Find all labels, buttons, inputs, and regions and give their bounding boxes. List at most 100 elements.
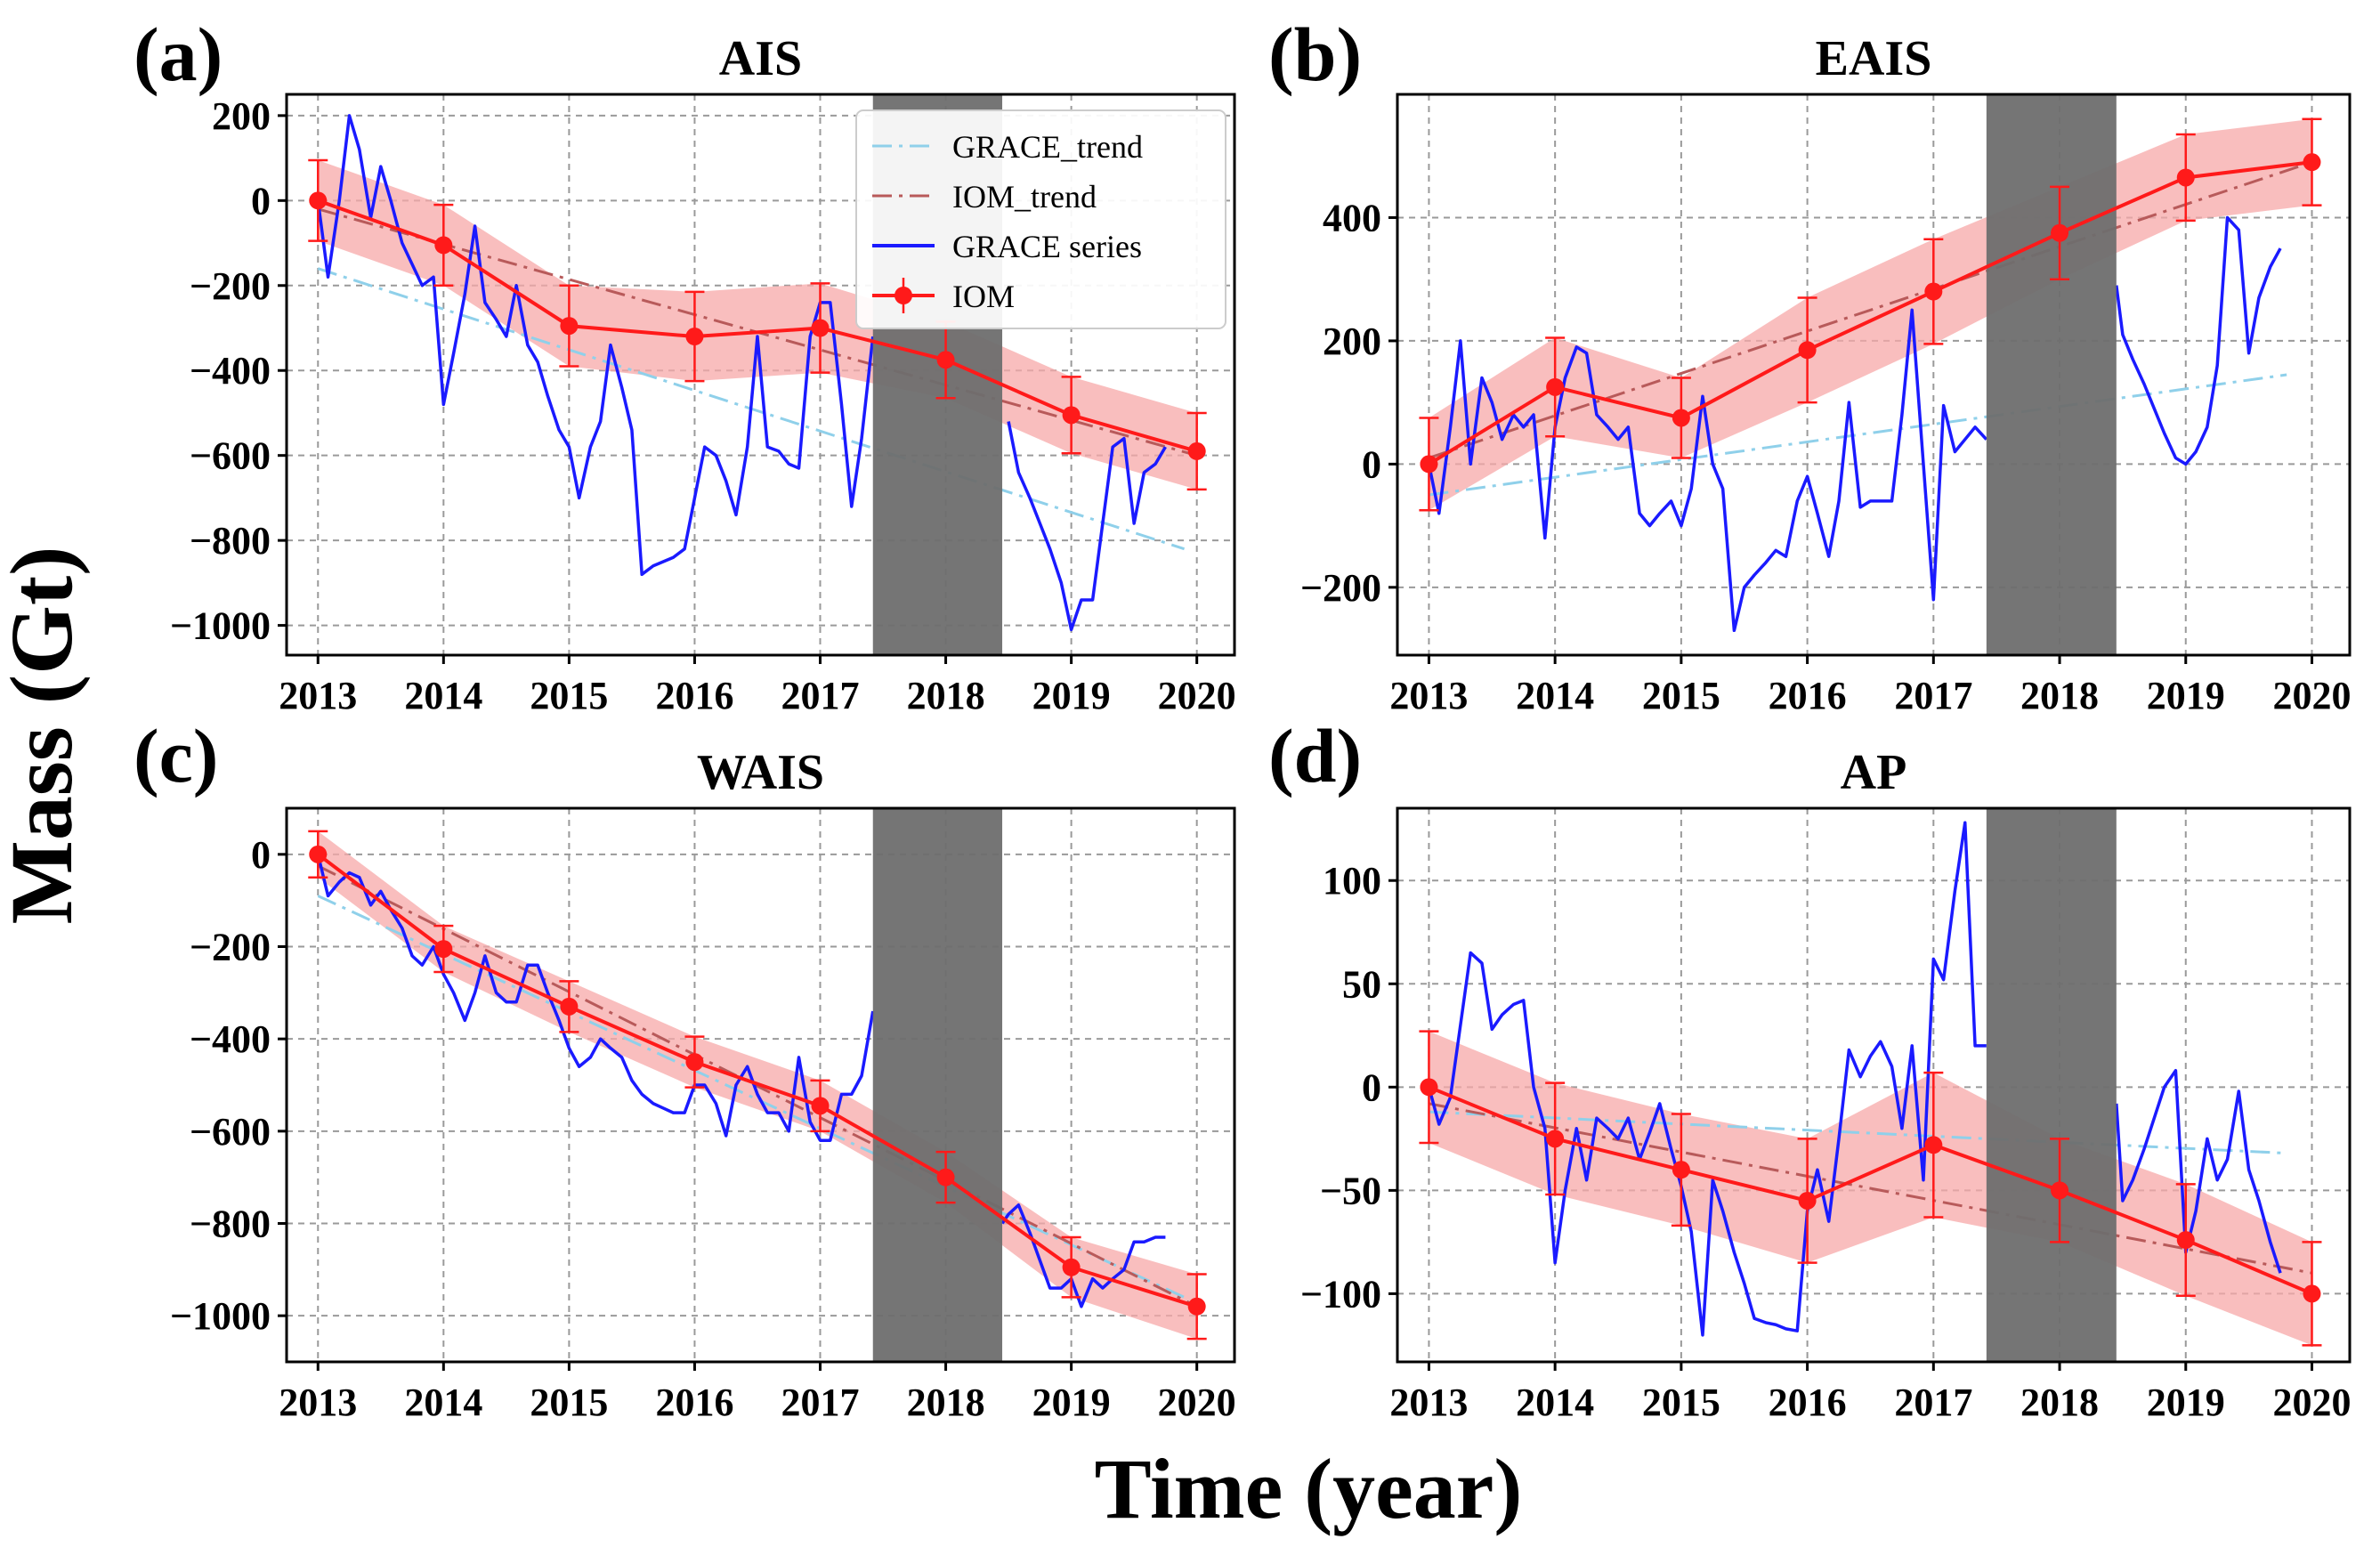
panel-ap-data-gap-shading	[1986, 808, 2117, 1362]
panel-ap-grace-series-line-2	[2115, 1069, 2282, 1274]
panel-ais-xtick-label-2018: 2018	[907, 674, 985, 717]
panel-wais-axes-frame	[285, 806, 1236, 1364]
panel-ap-ytick-label-100: 100	[1323, 859, 1381, 903]
panel-ais-ytick-label-0: 0	[251, 179, 271, 223]
panel-ap-ytick-label-0: 0	[1362, 1065, 1381, 1109]
panel-ap-xtick-label-2015: 2015	[1642, 1381, 1720, 1424]
panel-wais-ytick-label--1000: −1000	[170, 1294, 271, 1338]
panel-wais-data-gap-shading	[872, 808, 1003, 1362]
panel-eais-xtick-label-2013: 2013	[1389, 674, 1468, 717]
panel-eais-plot-area	[1419, 94, 2322, 655]
legend: GRACE_trend IOM_trend GRACE series IOM	[855, 109, 1226, 329]
panel-ap-xtick-label-2018: 2018	[2020, 1381, 2099, 1424]
panel-wais-xtick-label-2019: 2019	[1032, 1381, 1111, 1424]
panel-wais-ytick-label-0: 0	[251, 833, 271, 877]
panel-wais-xtick-label-2018: 2018	[907, 1381, 985, 1424]
panel-eais-xtick-label-2016: 2016	[1769, 674, 1847, 717]
panel-ais-grace-series-line-2	[1007, 421, 1167, 632]
panel-ais-xtick-label-2017: 2017	[781, 674, 860, 717]
panel-ais-ytick-label--1000: −1000	[170, 604, 271, 648]
panel-ais-xtick-label-2014: 2014	[404, 674, 482, 717]
panel-wais-iom-point-2018	[936, 1168, 955, 1187]
panel-eais-grace-series-line-2	[2115, 215, 2282, 466]
panel-wais-iom-point-2015	[560, 997, 579, 1016]
panel-ap-xtick-label-2020: 2020	[2272, 1381, 2351, 1424]
panel-ais-ytick-label--800: −800	[190, 519, 271, 563]
panel-ais-iom-point-2015	[560, 317, 579, 336]
panel-eais-iom-point-2014	[1546, 377, 1565, 396]
legend-label-iom: IOM	[952, 279, 1015, 314]
panel-ap-iom-line	[1428, 1085, 2313, 1296]
panel-ais-ytick-label-200: 200	[212, 94, 271, 138]
panel-ap-xtick-label-2019: 2019	[2147, 1381, 2225, 1424]
panel-ap-ytick-label-50: 50	[1342, 962, 1381, 1006]
panel-wais-ytick-label--800: −800	[190, 1203, 271, 1246]
panel-wais-title: WAIS	[697, 745, 824, 800]
panel-wais-xtick-label-2017: 2017	[781, 1381, 860, 1424]
panel-eais-iom-point-2019	[2176, 168, 2195, 187]
panel-ais-ytick-label--400: −400	[190, 349, 271, 393]
panel-eais-axes-frame	[1396, 93, 2352, 657]
panel-ap-title: AP	[1841, 745, 1907, 800]
panel-wais-xtick-label-2013: 2013	[279, 1381, 357, 1424]
panel-ais-panel-letter: (a)	[134, 12, 223, 97]
panel-eais-iom-line	[1428, 160, 2312, 466]
legend-label-grace-series: GRACE series	[952, 229, 1142, 264]
panel-ais-ytick-label--600: −600	[190, 434, 271, 478]
y-axis-label: Mass (Gt)	[0, 547, 91, 925]
panel-eais-xtick-label-2014: 2014	[1516, 674, 1594, 717]
panel-ais-iom-point-2020	[1187, 441, 1206, 460]
x-axis-label: Time (year)	[1095, 1441, 1523, 1536]
panel-ais-plot-area	[308, 94, 1207, 655]
panel-ap-axes-frame	[1396, 806, 2352, 1364]
panel-wais-iom-point-2013	[309, 845, 328, 863]
panel-eais-xtick-label-2019: 2019	[2147, 674, 2225, 717]
panel-wais-xtick-label-2020: 2020	[1158, 1381, 1236, 1424]
panel-ap-ytick-label--50: −50	[1320, 1169, 1381, 1212]
panel-ap-iom-point-2015	[1672, 1161, 1690, 1179]
panel-ap-ytick-label--100: −100	[1300, 1272, 1381, 1316]
panel-ais-iom-point-2017	[811, 319, 830, 337]
panel-ais-xtick-label-2020: 2020	[1158, 674, 1236, 717]
panel-ais-ytick-label--200: −200	[190, 264, 271, 308]
panel-ais-iom-point-2014	[434, 236, 453, 255]
legend-label-iom-trend: IOM_trend	[952, 179, 1097, 215]
panel-wais-iom-trend-line	[317, 864, 1198, 1308]
panel-wais-panel-letter: (c)	[134, 713, 218, 798]
panel-wais-ytick-label--400: −400	[190, 1017, 271, 1061]
panel-ais-xtick-label-2013: 2013	[279, 674, 357, 717]
panel-wais: 2013 2014 2015 2016 2017 2018 2019 2020 0 −200 −40…	[134, 713, 1236, 1424]
panel-eais-xtick-label-2017: 2017	[1894, 674, 1972, 717]
panel-eais: 2013 2014 2015 2016 2017 2018 2019 2020 400 200 0 −…	[1268, 12, 2352, 717]
panel-ais-iom-point-2016	[685, 328, 704, 346]
panel-wais-grace-series-line-1	[316, 854, 875, 1142]
panel-ais-iom-point-2019	[1062, 406, 1081, 425]
panel-ap-iom-point-2013	[1420, 1078, 1438, 1097]
panel-ap-iom-point-2014	[1546, 1130, 1565, 1148]
panel-ap-iom-point-2016	[1798, 1191, 1817, 1210]
panel-wais-iom-point-2014	[434, 940, 453, 959]
panel-ais-grace-series-line-1	[316, 114, 875, 577]
panel-eais-data-gap-shading	[1986, 94, 2117, 655]
panel-eais-iom-point-2015	[1672, 409, 1690, 427]
panel-eais-ytick-label-400: 400	[1323, 196, 1381, 239]
legend-label-grace-trend: GRACE_trend	[952, 129, 1143, 165]
panel-wais-iom-point-2019	[1062, 1258, 1081, 1276]
panel-eais-ytick-label--200: −200	[1300, 566, 1381, 610]
panel-ap-xtick-label-2013: 2013	[1389, 1381, 1468, 1424]
panel-wais-xtick-label-2016: 2016	[655, 1381, 733, 1424]
panel-eais-xtick-label-2020: 2020	[2272, 674, 2351, 717]
panel-ais-xtick-label-2019: 2019	[1032, 674, 1111, 717]
panel-eais-ytick-label-0: 0	[1362, 442, 1381, 486]
panel-ais: 2013 2014 2015 2016 2017 2018 2019 2020 200 0 −200…	[134, 12, 1236, 717]
panel-ais-axes-frame	[285, 93, 1236, 657]
panel-ap-xtick-label-2014: 2014	[1516, 1381, 1594, 1424]
panel-ap-iom-point-2020	[2303, 1284, 2321, 1303]
panel-ais-xtick-label-2015: 2015	[530, 674, 608, 717]
panel-wais-ytick-label--600: −600	[190, 1110, 271, 1154]
panel-ais-iom-line	[317, 198, 1198, 453]
panel-wais-iom-point-2016	[685, 1053, 704, 1072]
panel-eais-iom-point-2020	[2303, 153, 2321, 172]
panel-ais-title: AIS	[719, 31, 802, 86]
panel-eais-grace-series-line-1	[1427, 308, 1988, 633]
